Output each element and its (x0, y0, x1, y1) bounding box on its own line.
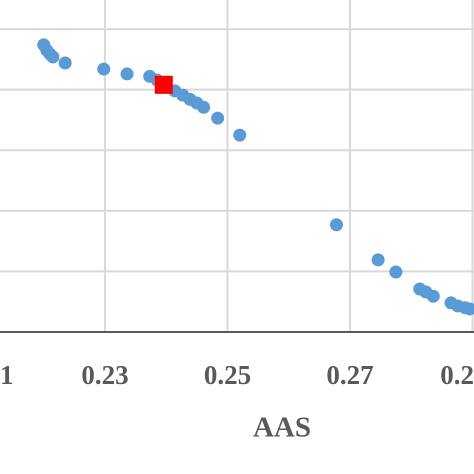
point (389, 265, 403, 279)
point (371, 253, 385, 267)
point (197, 100, 211, 114)
point (426, 289, 440, 303)
point (329, 218, 343, 232)
point (58, 56, 72, 70)
x-tick-label: 0.25 (204, 360, 251, 390)
point (211, 111, 225, 125)
highlight-point (154, 75, 173, 94)
point (233, 128, 247, 142)
x-tick-label: 0.27 (326, 360, 373, 390)
x-tick-label: 0.2 (440, 360, 474, 390)
x-tick-label: 1 (0, 360, 14, 390)
point (463, 302, 474, 316)
x-tick-label: 0.23 (81, 360, 128, 390)
x-axis-title: AAS (253, 412, 311, 444)
point (46, 50, 60, 64)
point (120, 67, 134, 81)
point (97, 62, 111, 76)
